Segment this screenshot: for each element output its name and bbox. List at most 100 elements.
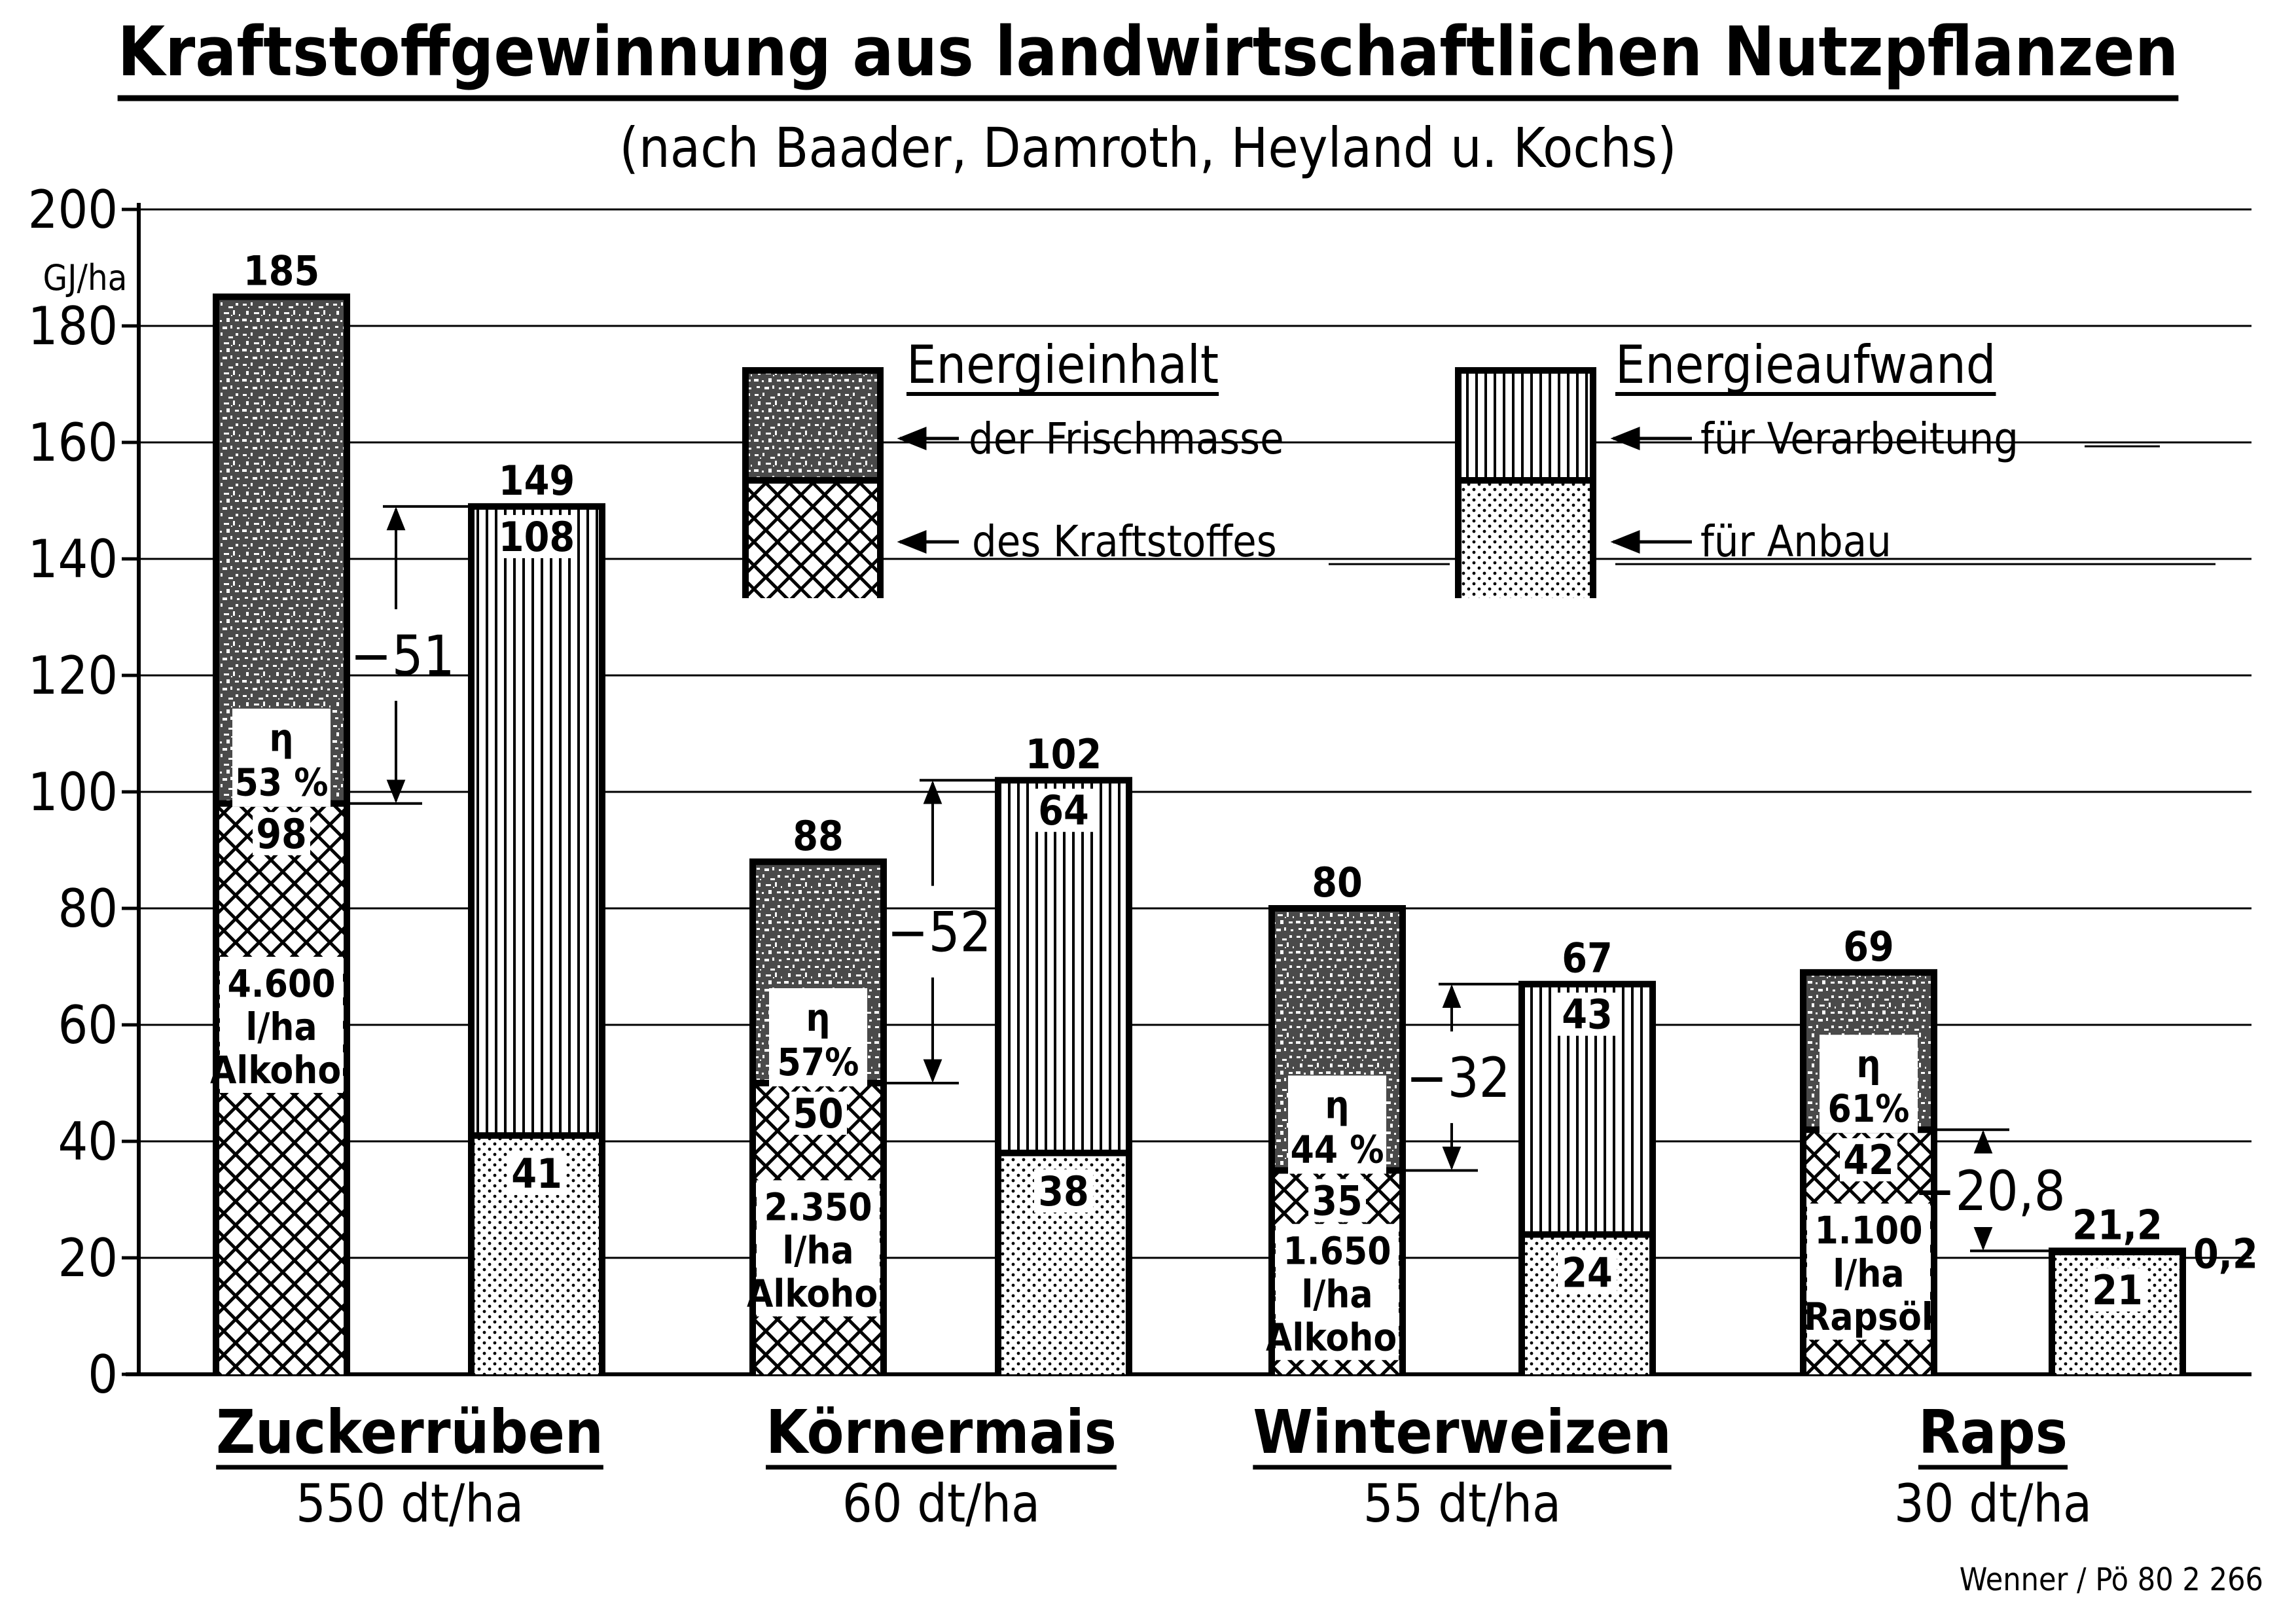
- efficiency-label-line: η: [1856, 1042, 1880, 1086]
- fuel-volume-label-line: l/ha: [782, 1228, 853, 1273]
- label-chip: [2088, 1268, 2147, 1312]
- label-chip: [507, 1152, 566, 1196]
- chart-title: Kraftstoffgewinnung aus landwirtschaftli…: [118, 12, 2179, 92]
- efficiency-label: η 53 %: [234, 716, 328, 805]
- value-label-expense-total: 21,2: [2072, 1201, 2162, 1249]
- fuel-volume-label-line: Alkohol: [747, 1272, 889, 1316]
- value-label-content-total: 88: [793, 812, 844, 860]
- value-label-processing: 108: [499, 513, 575, 561]
- fuel-volume-label-line: Alkohol: [210, 1048, 353, 1092]
- value-label-expense-total: 102: [1026, 730, 1102, 778]
- efficiency-label-line: 44 %: [1290, 1127, 1384, 1171]
- y-tick-label: 0: [88, 1344, 118, 1405]
- difference-label: −32: [1406, 1046, 1510, 1110]
- label-chip: [253, 812, 310, 855]
- source-credit: Wenner / Pö 80 2 266: [1960, 1561, 2263, 1598]
- value-label-processing: 64: [1038, 787, 1089, 834]
- label-chip: [1558, 1251, 1617, 1294]
- legend-swatch-fresh-mass: [745, 370, 880, 480]
- category-label: Winterweizen: [1253, 1397, 1671, 1467]
- bar-processing: [998, 780, 1129, 1153]
- category-yield: 550 dt/ha: [296, 1473, 524, 1534]
- efficiency-label-line: 61%: [1828, 1086, 1910, 1131]
- y-tick-label: 20: [58, 1228, 118, 1289]
- value-label-cultivation: 41: [511, 1150, 562, 1198]
- value-label-cultivation: 21: [2092, 1266, 2143, 1314]
- category-yield: 30 dt/ha: [1894, 1473, 2092, 1534]
- legend-label-processing: für Verarbeitung: [1700, 414, 2018, 464]
- y-tick-label: 80: [58, 878, 118, 939]
- legend-heading-energy-content: Energieinhalt: [906, 334, 1219, 395]
- bar-outline: [2049, 1247, 2186, 1374]
- value-label-fuel: 50: [793, 1090, 844, 1137]
- fuel-volume-label: 2.350 l/ha Alkohol: [747, 1185, 889, 1316]
- value-label-fuel: 42: [1843, 1136, 1894, 1184]
- y-axis-unit: GJ/ha: [43, 257, 128, 298]
- label-chip: [1030, 789, 1098, 832]
- fuel-volume-label: 4.600 l/ha Alkohol: [210, 961, 353, 1092]
- value-label-processing: 43: [1562, 991, 1613, 1039]
- label-chip: [1840, 1138, 1897, 1182]
- efficiency-label-line: η: [269, 716, 293, 760]
- value-label-fuel: 35: [1312, 1177, 1363, 1225]
- label-chip: [232, 708, 331, 807]
- label-chip: [220, 957, 343, 1093]
- efficiency-label-line: 57%: [778, 1040, 859, 1084]
- label-chip: [1034, 1169, 1093, 1213]
- difference-label: +20,8: [1914, 1159, 2066, 1223]
- category-yield: 55 dt/ha: [1363, 1473, 1561, 1534]
- difference-label: −51: [350, 624, 454, 688]
- category-label: Körnermais: [766, 1397, 1117, 1467]
- value-label-fuel: 98: [256, 810, 307, 858]
- legend-swatch-outline: [1455, 367, 1596, 598]
- legend-label-cultivation: für Anbau: [1700, 516, 1892, 567]
- label-chip: [1553, 992, 1621, 1036]
- label-chip: [1308, 1179, 1366, 1222]
- y-tick-label: 40: [58, 1111, 118, 1172]
- fuel-volume-label-line: Rapsöl: [1804, 1294, 1933, 1339]
- fuel-volume-label-line: 4.600: [227, 961, 335, 1006]
- y-tick-label: 140: [28, 529, 118, 590]
- category-yield: 60 dt/ha: [842, 1473, 1040, 1534]
- legend: Energieinhalt der Frischmasse des Krafts…: [742, 334, 2215, 598]
- efficiency-label: η 44 %: [1290, 1082, 1384, 1171]
- label-chip: [1288, 1075, 1386, 1174]
- y-tick-label: 180: [28, 296, 118, 357]
- y-tick-label: 120: [28, 645, 118, 706]
- efficiency-label: η 61%: [1828, 1042, 1910, 1131]
- bar-outline: [1518, 980, 1656, 1374]
- fuel-volume-label-line: l/ha: [1301, 1272, 1372, 1316]
- y-tick-label: 160: [28, 412, 118, 473]
- label-chip: [1807, 1204, 1930, 1340]
- label-chip: [769, 988, 867, 1086]
- value-label-expense-total: 67: [1562, 935, 1613, 982]
- value-label-cultivation: 24: [1562, 1249, 1613, 1296]
- efficiency-label-line: η: [806, 995, 830, 1040]
- bar-processing: [471, 506, 602, 1136]
- legend-heading-energy-expense: Energieaufwand: [1615, 334, 1996, 395]
- fuel-volume-label-line: 1.100: [1814, 1208, 1922, 1253]
- value-label-content-total: 69: [1843, 923, 1894, 971]
- legend-swatch-fuel: [745, 480, 880, 598]
- legend-swatch-cultivation: [1458, 480, 1593, 598]
- legend-label-fuel: des Kraftstoffes: [972, 516, 1277, 567]
- fuel-volume-label-line: 1.650: [1283, 1228, 1391, 1273]
- value-label-cultivation: 38: [1038, 1168, 1089, 1215]
- category-label: Zuckerrüben: [216, 1397, 603, 1467]
- fuel-volume-label-line: 2.350: [764, 1185, 872, 1230]
- efficiency-label: η 57%: [778, 995, 859, 1084]
- y-tick-label: 200: [28, 179, 118, 240]
- chart-subtitle: (nach Baader, Damroth, Heyland u. Kochs): [619, 116, 1676, 180]
- label-chip: [1276, 1224, 1399, 1361]
- difference-label: −52: [887, 901, 991, 965]
- value-label-expense-total: 149: [499, 457, 575, 505]
- legend-swatch-processing: [1458, 370, 1593, 480]
- bar-outline: [468, 503, 605, 1374]
- label-chip: [503, 514, 571, 558]
- label-chip: [757, 1180, 880, 1317]
- label-chip: [789, 1092, 847, 1135]
- y-tick-label: 60: [58, 995, 118, 1056]
- value-label-content-total: 185: [243, 247, 319, 295]
